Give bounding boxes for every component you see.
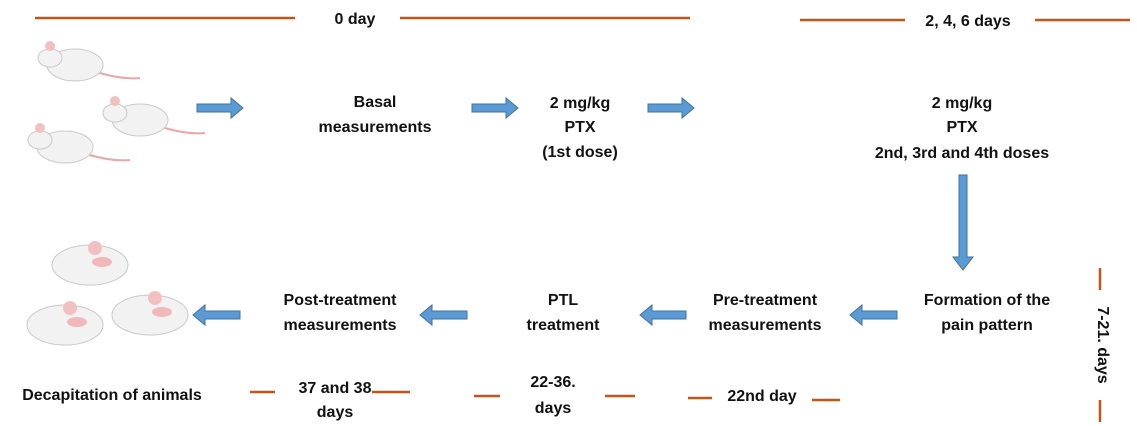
rat-heads-illustration bbox=[27, 241, 188, 345]
step-label: Post-treatment bbox=[284, 292, 398, 309]
step-label: measurements bbox=[319, 119, 432, 136]
step-label: PTX bbox=[946, 119, 977, 136]
diagram: 0 day 2, 4, 6 days 7-21. days 22nd day 2… bbox=[0, 0, 1137, 426]
step-label: measurements bbox=[709, 317, 822, 334]
step-label: 2 mg/kg bbox=[550, 95, 610, 112]
step-label: 2nd, 3rd and 4th doses bbox=[875, 145, 1049, 162]
step-label: Basal bbox=[354, 94, 397, 111]
step-label: Formation of the bbox=[924, 292, 1050, 309]
timeline-label: 7-21. days bbox=[1094, 306, 1111, 383]
timeline-label: 22nd day bbox=[727, 388, 796, 405]
step-label: measurements bbox=[284, 317, 397, 334]
timeline-label: 0 day bbox=[335, 11, 376, 28]
step-label: (1st dose) bbox=[542, 144, 618, 161]
step-label: Decapitation of animals bbox=[22, 387, 202, 404]
timeline-label: 22-36. bbox=[530, 374, 575, 391]
timeline-label: 2, 4, 6 days bbox=[925, 13, 1010, 30]
step-label: 2 mg/kg bbox=[932, 95, 992, 112]
timeline-label: 37 and 38 bbox=[299, 380, 372, 397]
timeline-label: days bbox=[317, 404, 354, 421]
step-label: PTL bbox=[548, 292, 578, 309]
step-label: PTX bbox=[564, 119, 595, 136]
step-label: pain pattern bbox=[941, 317, 1033, 334]
step-label: treatment bbox=[527, 317, 601, 334]
step-label: Pre-treatment bbox=[713, 292, 818, 309]
timeline-label: days bbox=[535, 400, 572, 417]
rats-illustration bbox=[28, 41, 205, 163]
